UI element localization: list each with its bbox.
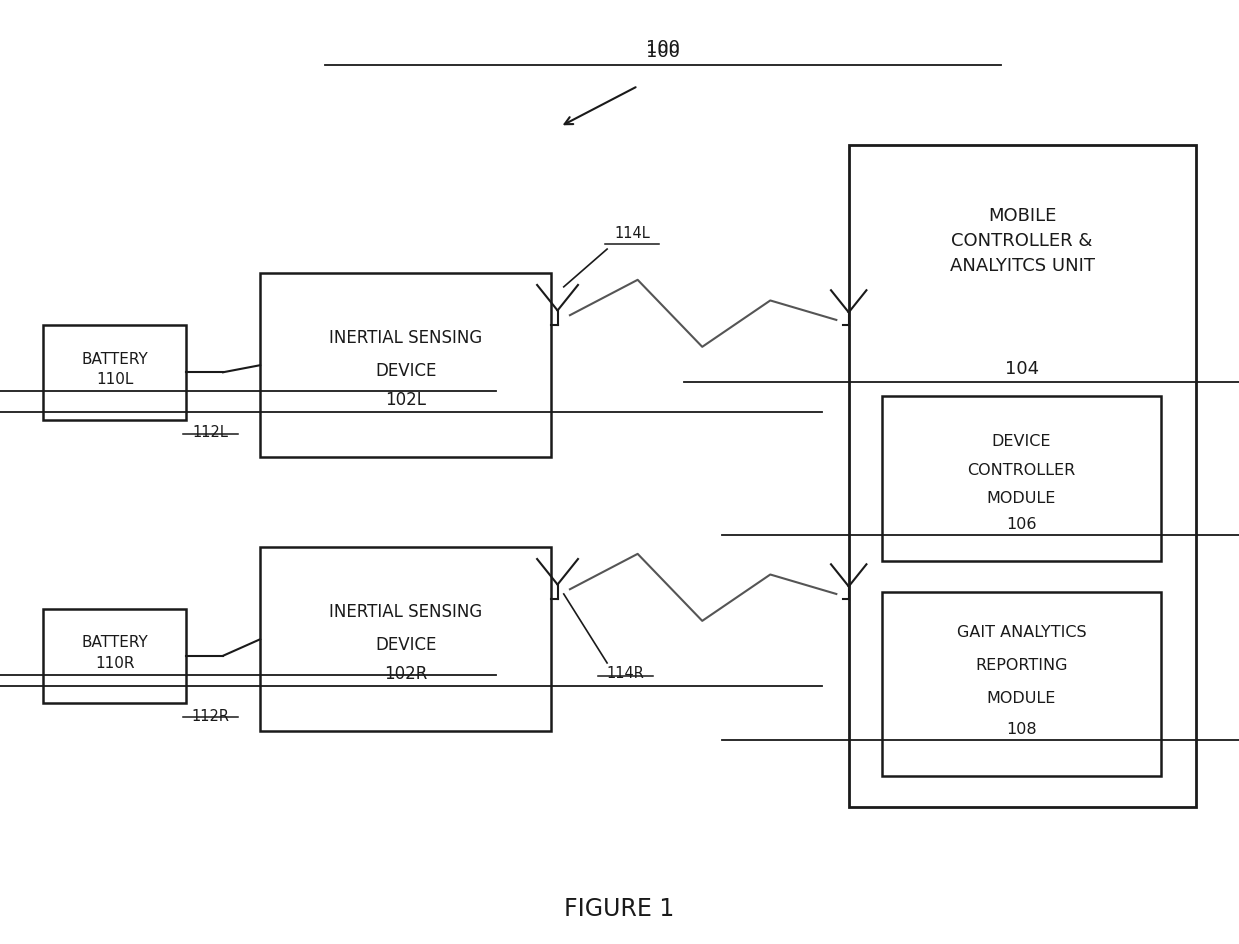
FancyBboxPatch shape [43,326,186,420]
Text: 104: 104 [1005,360,1040,378]
FancyBboxPatch shape [260,548,551,732]
Text: DEVICE: DEVICE [375,635,436,653]
Text: 110L: 110L [95,372,134,387]
Text: 100: 100 [646,43,680,61]
FancyBboxPatch shape [849,146,1196,807]
Text: 114R: 114R [607,666,644,680]
Text: INERTIAL SENSING: INERTIAL SENSING [330,602,482,620]
Text: 110R: 110R [95,655,134,670]
Text: MOBILE
CONTROLLER &
ANALYITCS UNIT: MOBILE CONTROLLER & ANALYITCS UNIT [949,207,1095,275]
Text: 102L: 102L [385,390,426,409]
Text: 108: 108 [1006,721,1037,736]
Text: MODULE: MODULE [987,691,1056,705]
Text: FIGURE 1: FIGURE 1 [565,896,674,920]
Text: BATTERY: BATTERY [82,634,147,649]
Text: 106: 106 [1006,516,1037,531]
Text: 112L: 112L [193,425,228,440]
Text: BATTERY: BATTERY [82,351,147,366]
FancyBboxPatch shape [882,396,1161,562]
Text: 112R: 112R [192,708,229,723]
Text: CONTROLLER: CONTROLLER [968,463,1075,477]
Text: 100: 100 [646,39,680,57]
Text: 114L: 114L [615,226,649,241]
Text: 102R: 102R [384,664,427,682]
Text: REPORTING: REPORTING [975,658,1068,672]
Text: DEVICE: DEVICE [991,434,1052,448]
Text: DEVICE: DEVICE [375,362,436,379]
Text: MODULE: MODULE [987,491,1056,505]
FancyBboxPatch shape [43,609,186,703]
FancyBboxPatch shape [260,274,551,458]
FancyBboxPatch shape [882,592,1161,776]
Text: GAIT ANALYTICS: GAIT ANALYTICS [957,625,1087,639]
Text: INERTIAL SENSING: INERTIAL SENSING [330,329,482,346]
